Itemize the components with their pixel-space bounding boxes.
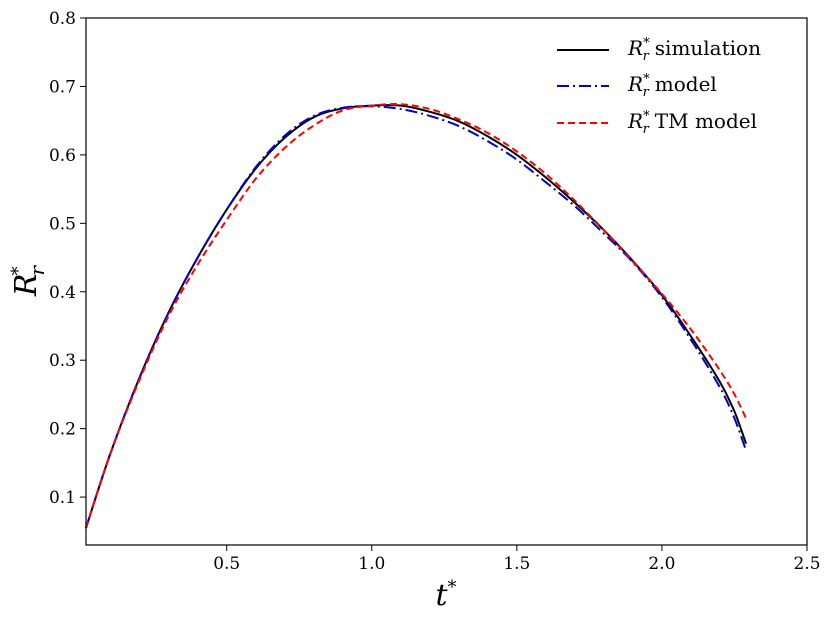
- x-tick-label: 2.5: [793, 554, 820, 574]
- y-tick-label: 0.1: [49, 488, 76, 508]
- y-tick-label: 0.5: [49, 214, 76, 234]
- plot-frame: [85, 17, 808, 546]
- svg-text:R*r: R*r: [8, 264, 49, 297]
- y-axis-title: R*r: [8, 264, 49, 297]
- legend-label-model: R* r model: [627, 72, 717, 100]
- y-tick-label: 0.3: [49, 351, 76, 371]
- x-tick-label: 1.0: [358, 554, 385, 574]
- series-layer: [85, 103, 748, 529]
- legend-label-simulation: R* r simulation: [627, 36, 761, 64]
- legend: R* r simulation R* r model R* r TM model: [557, 36, 761, 137]
- y-tick-label: 0.6: [49, 146, 76, 166]
- y-tick-label: 0.4: [49, 283, 76, 303]
- x-axis-title: t*: [435, 577, 456, 613]
- ticks-layer: 0.5 1.0 1.5 2.0 2.5 0.1 0.2 0.3 0.4 0.5 0.6 0.7 0.8: [49, 9, 821, 574]
- y-tick-label: 0.7: [49, 77, 76, 97]
- series-line-tm-model: [85, 103, 747, 529]
- y-tick-label: 0.8: [49, 9, 76, 29]
- legend-label-tm-model: R* r TM model: [627, 109, 757, 137]
- x-tick-label: 2.0: [648, 554, 675, 574]
- y-tick-label: 0.2: [49, 420, 76, 440]
- x-tick-label: 1.5: [503, 554, 530, 574]
- x-tick-label: 0.5: [213, 554, 240, 574]
- series-line-model: [85, 105, 748, 529]
